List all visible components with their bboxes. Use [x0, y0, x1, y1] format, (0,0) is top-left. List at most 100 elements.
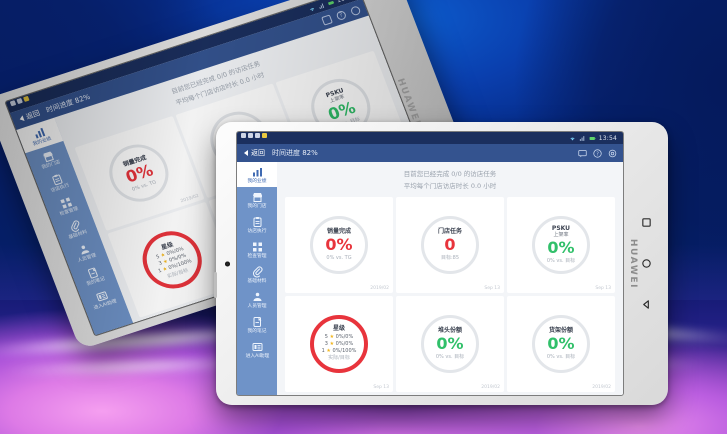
app-body: 我的业绩 我的门店 访店执行 检查管理 基础材料 人员管理 我的笔记 进入AI助理 目前您已经… [16, 15, 448, 336]
people-icon [75, 242, 92, 257]
time-progress-label: 时间进度 82% [272, 149, 318, 157]
main-content: 目前您已经完成 0/0 的访店任务 平均每个门店访店时长 0.0 小时 销量完成… [277, 162, 623, 395]
star-icon: ★ [326, 348, 331, 355]
kpi-title: 堆头份额 [437, 327, 462, 335]
sidebar-item-2[interactable]: 访店执行 [34, 164, 81, 200]
kpi-value: 0% [436, 334, 464, 354]
notif-icon [248, 133, 253, 138]
kpi-date: 2019/02 [481, 384, 500, 390]
star-icon: ★ [329, 340, 335, 347]
kpi-footer: 0% vs. 目标 [435, 353, 465, 360]
kpi-date: Sep 13 [484, 285, 500, 291]
kpi-ring: 星级 5 ★ 0%/0% 3 ★ 0%/0% 1 ★ 0%/100% 实际/目标 [134, 223, 211, 296]
mail-icon [23, 95, 30, 102]
kpi-value: 0% [547, 238, 575, 258]
navigation-keys [641, 122, 652, 405]
store-icon [251, 191, 264, 203]
signal-icon [318, 2, 324, 9]
chevron-left-icon [18, 115, 25, 123]
sidebar-item-label: 人员管理 [247, 303, 267, 309]
status-bar: 13:54 [237, 132, 623, 144]
message-icon[interactable] [320, 14, 333, 26]
chart-icon [251, 166, 264, 178]
kpi-footer: 0% vs. TG [326, 254, 352, 261]
sidebar-item-5[interactable]: 人员管理 [237, 287, 277, 312]
kpi-date: 2019/02 [370, 285, 389, 291]
sidebar-item-0[interactable]: 我的业绩 [237, 162, 277, 187]
front-camera [225, 261, 230, 266]
back-button[interactable]: 返回 [18, 108, 42, 124]
message-icon[interactable] [578, 149, 587, 158]
kpi-star-list: 5 ★ 0%/0% 3 ★ 0%/0% 1 ★ 0%/100% [322, 334, 357, 356]
tablet-screen-back: 13:54 返回 时间进度 82% ? 我的业绩我的门店访店执行检查管理基础材料… [4, 0, 449, 337]
paperclip-icon [251, 266, 264, 278]
kpi-star-row: 3 ★ 0%/0% [324, 340, 354, 347]
help-icon[interactable]: ? [335, 9, 348, 21]
clipboard-icon [251, 216, 264, 228]
people-icon [251, 291, 264, 303]
back-button[interactable]: 返回 [244, 148, 265, 158]
help-icon[interactable]: ? [593, 148, 602, 158]
kpi-title: PSKU [551, 225, 571, 233]
app-screen-back: 13:54 返回 时间进度 82% ? 我的业绩我的门店访店执行检查管理基础材料… [5, 0, 448, 336]
kpi-star-row: 1 ★ 0%/100% [321, 348, 357, 355]
chart-icon [31, 125, 48, 140]
summary-line-1: 目前您已经完成 0/0 的访店任务 [403, 170, 497, 178]
sidebar-item-label: 基础材料 [247, 278, 267, 284]
notif-icon [16, 97, 23, 105]
battery-icon [327, 0, 334, 5]
recents-square-icon[interactable] [641, 217, 652, 228]
kpi-date: Sep 13 [373, 384, 389, 390]
summary-line-2: 平均每个门店访店时长 0.0 小时 [403, 182, 497, 191]
sidebar-item-4[interactable]: 基础材料 [52, 211, 99, 247]
sidebar-item-label: 进入AI助理 [245, 353, 269, 359]
sidebar-item-0[interactable]: 我的业绩 [16, 117, 64, 154]
notif-icon [241, 133, 246, 138]
back-triangle-icon[interactable] [641, 299, 652, 310]
notif-icon [255, 133, 260, 138]
sidebar-item-label: 我的笔记 [247, 328, 267, 334]
home-circle-icon[interactable] [641, 258, 652, 269]
sidebar-item-label: 检查管理 [247, 253, 267, 259]
sidebar-item-1[interactable]: 我的门店 [25, 141, 72, 177]
sidebar-item-4[interactable]: 基础材料 [237, 262, 277, 287]
kpi-footer: 实际/目标 [328, 355, 350, 362]
kpi-value: 0% [547, 334, 575, 354]
kpi-date: 2019/02 [180, 193, 200, 205]
kpi-footer: 目标:85 [440, 254, 460, 261]
sidebar-item-label: 我的业绩 [247, 178, 267, 184]
clipboard-icon [49, 172, 66, 187]
settings-icon[interactable] [608, 149, 617, 158]
signal-icon [579, 135, 584, 141]
app-screen-front: 13:54 返回 时间进度 82% ? 我的业绩我的门店访店执行检查管理基础材料… [237, 132, 623, 395]
sidebar-item-3[interactable]: 检查管理 [237, 237, 277, 262]
sidebar-item-1[interactable]: 我的门店 [237, 187, 277, 212]
panel-icon [93, 289, 110, 304]
app-navbar: 返回 时间进度 82% ? [237, 144, 623, 162]
sidebar-item-6[interactable]: 我的笔记 [237, 312, 277, 337]
sidebar: 我的业绩我的门店访店执行检查管理基础材料人员管理我的笔记进入AI助理 [237, 162, 277, 395]
back-button-label: 返回 [24, 109, 42, 121]
tablet-screen-front: 13:54 返回 时间进度 82% ? 我的业绩我的门店访店执行检查管理基础材料… [236, 131, 624, 396]
settings-icon[interactable] [349, 4, 362, 16]
note-icon [84, 266, 101, 281]
kpi-date: 2019/02 [592, 384, 611, 390]
sidebar-item-5[interactable]: 人员管理 [61, 234, 108, 270]
sidebar-item-7[interactable]: 进入AI助理 [79, 281, 126, 317]
side-button[interactable] [214, 272, 217, 298]
status-bar-notifications [241, 133, 267, 138]
sidebar-item-3[interactable]: 检查管理 [43, 188, 90, 224]
sidebar-item-label: 我的门店 [247, 203, 267, 209]
kpi-star-row: 5 ★ 0%/0% [324, 333, 354, 340]
kpi-grid: 销量完成 0% 0% vs. TG 2019/02 门店任务 0 目标:85 Sep 13 PS… [285, 196, 615, 392]
sidebar-item-2[interactable]: 访店执行 [237, 212, 277, 237]
sidebar-item-6[interactable]: 我的笔记 [70, 258, 117, 294]
sidebar-item-7[interactable]: 进入AI助理 [237, 337, 277, 362]
kpi-card-0[interactable]: 销量完成 0% 0% vs. TG 2019/02 [285, 196, 393, 293]
status-bar-notifications [9, 95, 30, 107]
